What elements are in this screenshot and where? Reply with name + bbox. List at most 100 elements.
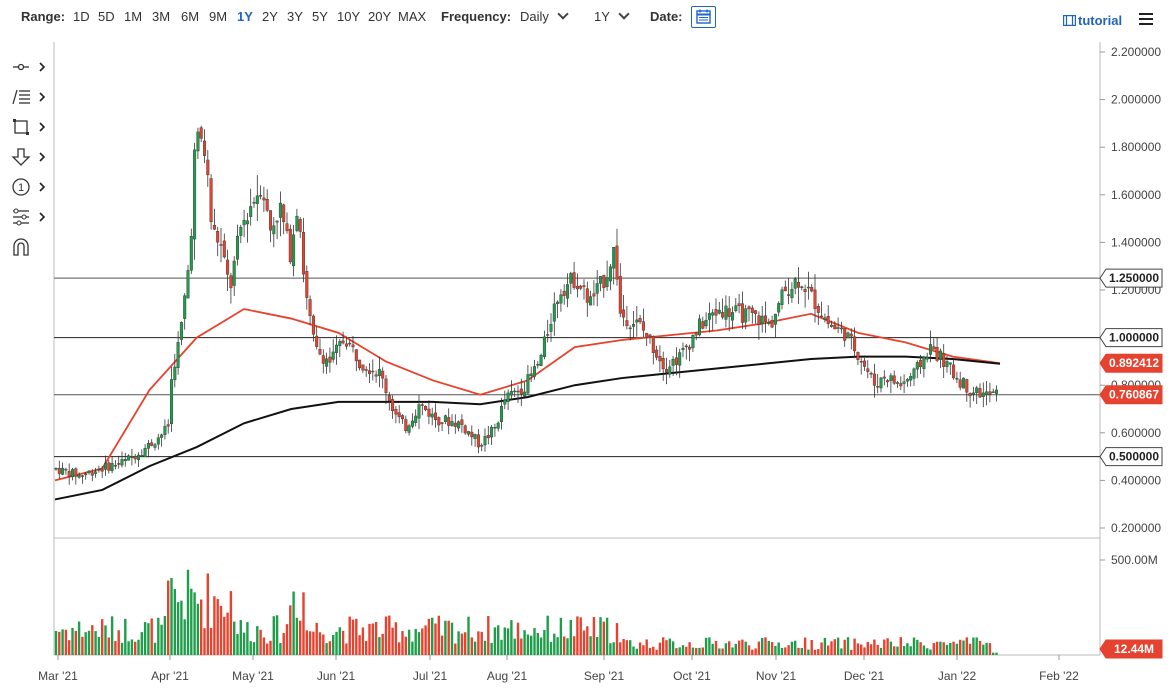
candle-body	[849, 333, 853, 337]
candle-body	[143, 447, 147, 458]
candle	[150, 439, 154, 447]
range-button-3y[interactable]: 3Y	[287, 9, 303, 24]
number-marker-tool-button[interactable]: 1	[10, 176, 50, 200]
volume-bar	[173, 589, 176, 655]
range-button-1d[interactable]: 1D	[73, 9, 90, 24]
volume-bar	[893, 646, 896, 655]
range-button-9m[interactable]: 9M	[209, 9, 228, 24]
candle	[526, 364, 530, 395]
trend-line-tool-button[interactable]	[10, 56, 50, 80]
candle-body	[113, 465, 117, 467]
range-button-3m[interactable]: 3M	[152, 9, 171, 24]
volume-bar	[186, 569, 190, 655]
range-button-5y[interactable]: 5Y	[312, 9, 328, 24]
candle	[325, 352, 329, 374]
rectangle-tool-button[interactable]	[10, 116, 50, 140]
range-button-6m[interactable]: 6M	[181, 9, 200, 24]
measure-tool-button[interactable]	[10, 206, 50, 230]
volume-bar	[695, 648, 698, 655]
candle-body	[394, 409, 398, 415]
candle	[823, 313, 827, 323]
frequency-dropdown[interactable]: Daily	[520, 8, 569, 24]
magnet-tool-button[interactable]	[10, 236, 50, 260]
volume-bar	[302, 592, 305, 655]
candle-body	[681, 347, 685, 350]
candle	[556, 300, 560, 319]
candle	[542, 330, 546, 360]
range-button-2y[interactable]: 2Y	[262, 9, 278, 24]
volume-bar	[437, 615, 440, 655]
range-button-10y[interactable]: 10Y	[337, 9, 361, 24]
volume-bar	[978, 640, 982, 655]
candle-body	[797, 282, 801, 288]
top-toolbar: Range: 1D 5D 1M 3M 6M 9M 1Y 2Y 3Y 5Y 10Y 20Y MAX Fre…	[0, 0, 1172, 36]
candle	[777, 301, 781, 317]
candle	[364, 366, 368, 377]
candle	[945, 355, 949, 373]
volume-bar	[642, 645, 645, 655]
volume-bar	[655, 649, 658, 655]
candle-body	[698, 318, 702, 336]
volume-bar	[315, 622, 318, 655]
volume-bar	[909, 646, 912, 655]
range-button-20y[interactable]: 20Y	[368, 9, 392, 24]
volume-bar	[612, 642, 615, 655]
range-button-1m[interactable]: 1M	[124, 9, 143, 24]
volume-bar	[137, 639, 140, 655]
candle-body	[457, 421, 461, 429]
candle	[688, 344, 692, 362]
candle-body	[612, 247, 616, 269]
fibonacci-tool-icon	[12, 89, 46, 105]
volume-bar	[671, 641, 675, 655]
range-button-max[interactable]: MAX	[398, 9, 427, 24]
fibonacci-tool-button[interactable]	[10, 86, 50, 110]
volume-bar	[972, 637, 975, 655]
candle-body	[529, 373, 533, 376]
candle-body	[704, 319, 708, 327]
volume-bar	[813, 649, 817, 655]
candle-body	[153, 444, 157, 448]
volume-bar	[513, 638, 516, 655]
candle-body	[935, 346, 939, 361]
candle	[579, 284, 583, 291]
candle-body	[661, 357, 665, 370]
candle	[813, 274, 817, 323]
candle	[566, 273, 570, 308]
candle	[632, 310, 636, 338]
volume-bar	[259, 629, 262, 655]
volume-bar	[539, 637, 543, 655]
candle	[671, 355, 675, 376]
candle	[496, 421, 500, 432]
candle-body	[592, 293, 596, 297]
hamburger-menu-icon[interactable]	[1139, 13, 1153, 25]
volume-bar	[355, 618, 358, 655]
candle-body	[103, 462, 107, 470]
candle-body	[97, 469, 101, 471]
range-button-5d[interactable]: 5D	[98, 9, 115, 24]
range-button-1y[interactable]: 1Y	[237, 9, 253, 24]
candle-body	[945, 361, 949, 367]
tutorial-link[interactable]: tutorial	[1062, 13, 1122, 28]
volume-bar	[196, 603, 200, 655]
candle	[948, 362, 952, 375]
candle-body	[127, 455, 131, 461]
candle-body	[721, 312, 725, 318]
volume-bar	[417, 632, 421, 655]
candle	[341, 331, 345, 345]
candle-body	[206, 159, 210, 176]
candle	[212, 208, 216, 230]
volume-bar	[120, 642, 124, 655]
candle-body	[958, 379, 962, 388]
volume-bar	[932, 643, 935, 655]
volume-bar	[747, 645, 751, 655]
arrow-down-tool-button[interactable]	[10, 146, 50, 170]
candle-body	[575, 285, 579, 290]
period-dropdown[interactable]: 1Y	[594, 8, 630, 24]
candle	[846, 331, 850, 339]
candle-body	[348, 342, 352, 345]
volume-bar	[833, 639, 836, 655]
date-picker-button[interactable]	[691, 6, 716, 28]
candle-body	[516, 390, 520, 393]
candle	[740, 291, 744, 329]
